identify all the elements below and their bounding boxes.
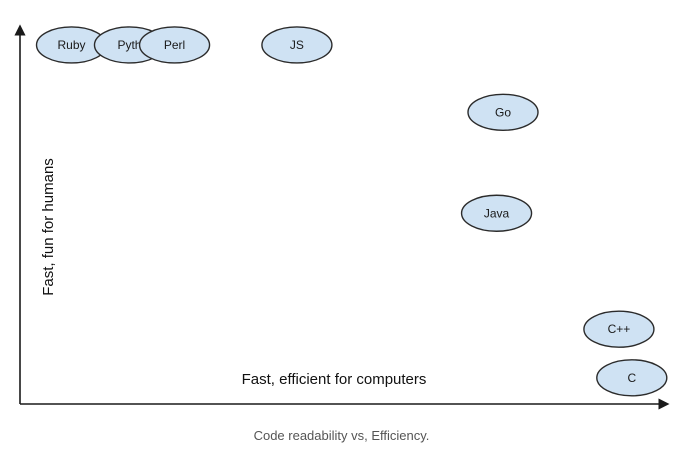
point-bubble — [596, 359, 668, 397]
point-label: Java — [484, 206, 510, 220]
point-ruby: Ruby — [35, 26, 108, 64]
point-label: Perl — [164, 38, 185, 52]
x-axis-label: Fast, efficient for computers — [242, 371, 427, 388]
point-java: Java — [460, 194, 533, 232]
point-bubble — [138, 26, 211, 64]
point-perl: Perl — [138, 26, 211, 64]
point-go: Go — [467, 93, 539, 131]
y-axis-label: Fast, fun for humans — [40, 158, 57, 296]
chart: Fast, efficient for computers Fast, fun … — [14, 24, 670, 410]
point-label: Go — [495, 105, 511, 119]
point-label: Ruby — [58, 38, 86, 52]
point-label: Pyth — [117, 38, 141, 52]
point-js: JS — [261, 26, 333, 64]
point-label: C++ — [608, 322, 631, 336]
figure-caption: Code readability vs, Efficiency. — [253, 428, 430, 443]
point-label: C — [627, 371, 636, 385]
data-points: Ruby Pyth Perl JS Go Java C++ C — [35, 26, 668, 397]
point-cplusplus: C++ — [583, 310, 655, 348]
point-label: JS — [290, 38, 304, 52]
point-bubble — [583, 310, 655, 348]
point-bubble — [460, 194, 533, 232]
point-c: C — [596, 359, 668, 397]
point-bubble — [467, 93, 539, 131]
point-bubble — [261, 26, 333, 64]
